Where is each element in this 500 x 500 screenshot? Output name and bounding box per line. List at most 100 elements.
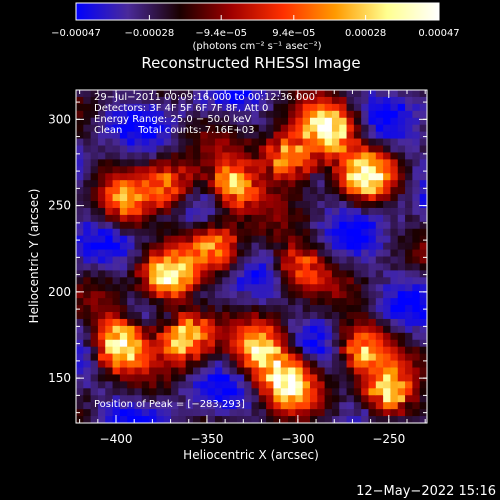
heatmap-cell xyxy=(251,346,260,355)
heatmap-cell xyxy=(105,339,114,348)
heatmap-cell xyxy=(156,263,165,271)
heatmap-cell xyxy=(390,395,399,403)
colorbar xyxy=(75,2,440,21)
heatmap-cell xyxy=(419,90,427,98)
heatmap-cell xyxy=(419,173,427,181)
heatmap-cell xyxy=(390,339,399,348)
heatmap-cell xyxy=(222,194,231,202)
heatmap-cell xyxy=(236,117,245,126)
heatmap-cell xyxy=(97,249,106,258)
heatmap-cell xyxy=(273,381,282,389)
heatmap-cell xyxy=(375,187,384,195)
heatmap-cell xyxy=(163,90,172,98)
heatmap-cell xyxy=(119,381,128,389)
heatmap-cell xyxy=(346,131,355,140)
heatmap-cell xyxy=(214,416,223,423)
heatmap-cell xyxy=(353,284,362,292)
heatmap-cell xyxy=(193,228,201,237)
heatmap-cell xyxy=(390,180,399,188)
heatmap-cell xyxy=(178,145,187,154)
heatmap-cell xyxy=(90,214,99,223)
heatmap-cell xyxy=(185,117,194,126)
heatmap-cell xyxy=(258,325,267,334)
heatmap-cell xyxy=(236,388,245,396)
heatmap-cell xyxy=(368,249,377,258)
heatmap-cell xyxy=(112,152,121,160)
heatmap-cell xyxy=(222,270,231,278)
heatmap-cell xyxy=(288,416,296,423)
heatmap-cell xyxy=(295,339,304,348)
heatmap-cell xyxy=(185,235,194,244)
heatmap-cell xyxy=(83,117,92,126)
heatmap-cell xyxy=(324,145,333,154)
heatmap-cell xyxy=(127,312,136,320)
heatmap-cell xyxy=(383,110,392,119)
heatmap-cell xyxy=(251,235,260,244)
heatmap-cell xyxy=(244,221,253,230)
heatmap-cell xyxy=(244,284,253,292)
heatmap-cell xyxy=(178,325,187,334)
heatmap-cell xyxy=(258,339,267,348)
heatmap-cell xyxy=(76,402,84,410)
heatmap-cell xyxy=(258,381,267,389)
heatmap-cell xyxy=(244,374,253,382)
heatmap-cell xyxy=(405,201,413,209)
heatmap-cell xyxy=(119,416,128,423)
colorbar-unit-label: (photons cm⁻² s⁻¹ asec⁻²) xyxy=(192,41,321,52)
heatmap-cell xyxy=(229,187,238,195)
heatmap-cell xyxy=(331,284,340,292)
heatmap-cell xyxy=(97,381,106,389)
heatmap-cell xyxy=(383,374,392,382)
heatmap-cell xyxy=(229,96,238,105)
heatmap-cell xyxy=(361,228,370,237)
heatmap-cell xyxy=(361,270,370,278)
heatmap-cell xyxy=(317,416,326,423)
heatmap-cell xyxy=(405,228,413,237)
heatmap-cell xyxy=(244,173,253,181)
heatmap-cell xyxy=(185,187,194,195)
heatmap-cell xyxy=(390,367,399,376)
heatmap-cell xyxy=(141,138,150,147)
heatmap-cell xyxy=(119,325,128,334)
heatmap-cell xyxy=(244,360,253,369)
heatmap-cell xyxy=(412,291,421,299)
heatmap-cell xyxy=(229,242,238,251)
heatmap-cell xyxy=(397,110,406,119)
heatmap-cell xyxy=(324,374,333,382)
heatmap-cell xyxy=(149,235,158,244)
heatmap-cell xyxy=(90,416,99,423)
heatmap-cell xyxy=(251,145,260,154)
heatmap-cell xyxy=(171,194,179,202)
heatmap-cell xyxy=(112,325,121,334)
heatmap-cell xyxy=(375,353,384,362)
heatmap-cell xyxy=(112,256,121,265)
heatmap-cell xyxy=(214,312,223,320)
heatmap-cell xyxy=(97,173,106,181)
heatmap-cell xyxy=(200,332,209,341)
heatmap-cell xyxy=(90,270,99,278)
heatmap-cell xyxy=(397,367,406,376)
heatmap-cell xyxy=(105,138,114,147)
heatmap-cell xyxy=(288,194,296,202)
heatmap-cell xyxy=(127,388,136,396)
heatmap-cell xyxy=(149,263,158,271)
heatmap-cell xyxy=(127,318,136,327)
heatmap-cell xyxy=(229,284,238,292)
heatmap-cell xyxy=(178,242,187,251)
heatmap-cell xyxy=(317,242,326,251)
heatmap-cell xyxy=(383,291,392,299)
heatmap-cell xyxy=(90,409,99,417)
heatmap-cell xyxy=(200,207,209,216)
heatmap-cell xyxy=(251,166,260,174)
heatmap-cell xyxy=(295,353,304,362)
colorbar-tick-label: −9.4e−05 xyxy=(195,28,247,39)
heatmap-cell xyxy=(251,242,260,251)
heatmap-cell xyxy=(193,318,201,327)
heatmap-cell xyxy=(97,367,106,376)
heatmap-cell xyxy=(288,346,296,355)
heatmap-cell xyxy=(90,96,99,105)
heatmap-cell xyxy=(207,201,216,209)
heatmap-cell xyxy=(331,242,340,251)
heatmap-cell xyxy=(178,228,187,237)
heatmap-cell xyxy=(346,117,355,126)
